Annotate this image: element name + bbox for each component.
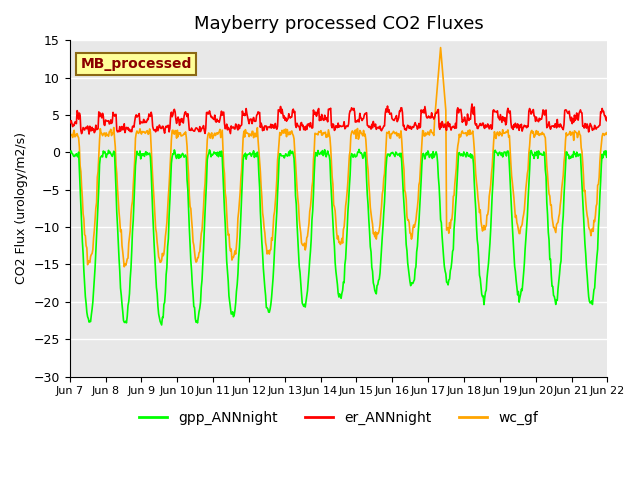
Text: MB_processed: MB_processed [81, 57, 192, 71]
Legend: gpp_ANNnight, er_ANNnight, wc_gf: gpp_ANNnight, er_ANNnight, wc_gf [134, 405, 543, 430]
Y-axis label: CO2 Flux (urology/m2/s): CO2 Flux (urology/m2/s) [15, 132, 28, 284]
Title: Mayberry processed CO2 Fluxes: Mayberry processed CO2 Fluxes [194, 15, 483, 33]
